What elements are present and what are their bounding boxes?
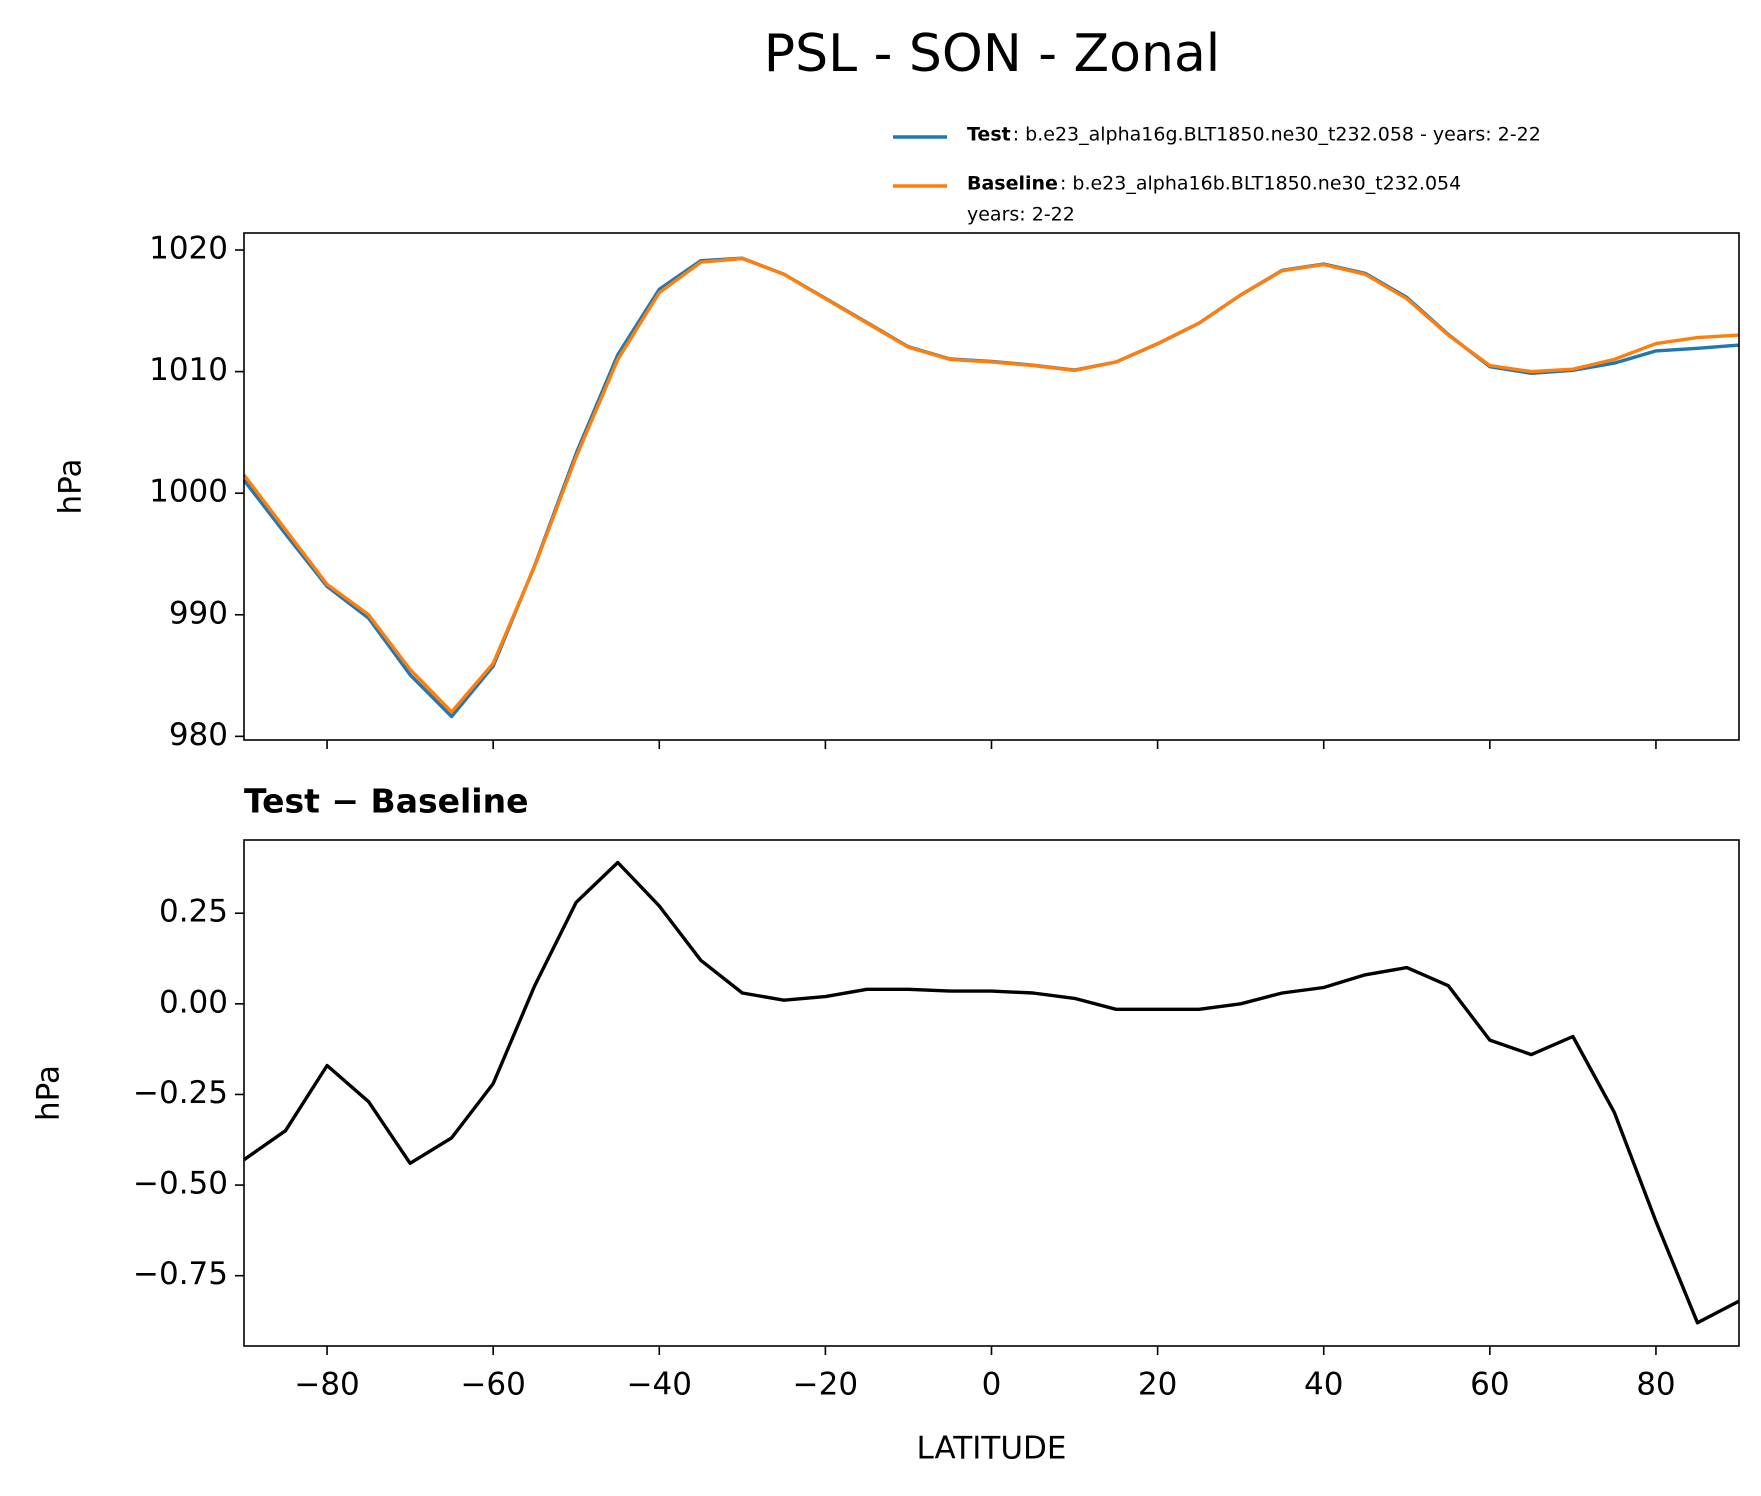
y-tick-label: −0.50 (133, 1166, 228, 1202)
y-tick-label: 0.25 (159, 894, 228, 930)
line (243, 860, 1740, 1325)
x-tick-label: 20 (1138, 1367, 1177, 1403)
y-tick-label: −0.25 (133, 1075, 228, 1111)
line (242, 256, 1740, 714)
y-tick-label: 0.00 (159, 984, 228, 1020)
x-tick-label: 0 (982, 1367, 1002, 1403)
x-tick-label: −20 (793, 1367, 858, 1403)
legend-text: years: 2-22 (967, 204, 1075, 226)
y-tick-label: −0.75 (133, 1256, 228, 1292)
legend-text: : b.e23_alpha16b.BLT1850.ne30_t232.054 (1060, 173, 1461, 195)
y-axis-label: hPa (53, 459, 89, 515)
panel-title: Test − Baseline (244, 782, 529, 821)
line (242, 256, 1740, 719)
y-tick-label: 1000 (149, 474, 228, 510)
x-tick-label: −40 (627, 1367, 692, 1403)
x-axis-label: LATITUDE (917, 1431, 1067, 1467)
x-tick-label: 80 (1636, 1367, 1675, 1403)
x-tick-label: 60 (1470, 1367, 1509, 1403)
x-tick-label: −80 (294, 1367, 359, 1403)
legend-name: Baseline (967, 173, 1058, 195)
y-axis-label: hPa (31, 1065, 67, 1121)
plot-frame (243, 232, 1740, 741)
x-tick-label: 40 (1304, 1367, 1343, 1403)
y-tick-label: 1020 (149, 231, 228, 267)
legend-text: : b.e23_alpha16g.BLT1850.ne30_t232.058 -… (1013, 124, 1541, 146)
plot-frame (243, 839, 1740, 1347)
legend-name: Test (967, 124, 1011, 146)
y-tick-label: 1010 (149, 352, 228, 388)
x-tick-label: −60 (460, 1367, 525, 1403)
y-tick-label: 980 (169, 717, 228, 753)
figure-title: PSL - SON - Zonal (764, 24, 1221, 84)
y-tick-label: 990 (169, 595, 228, 631)
